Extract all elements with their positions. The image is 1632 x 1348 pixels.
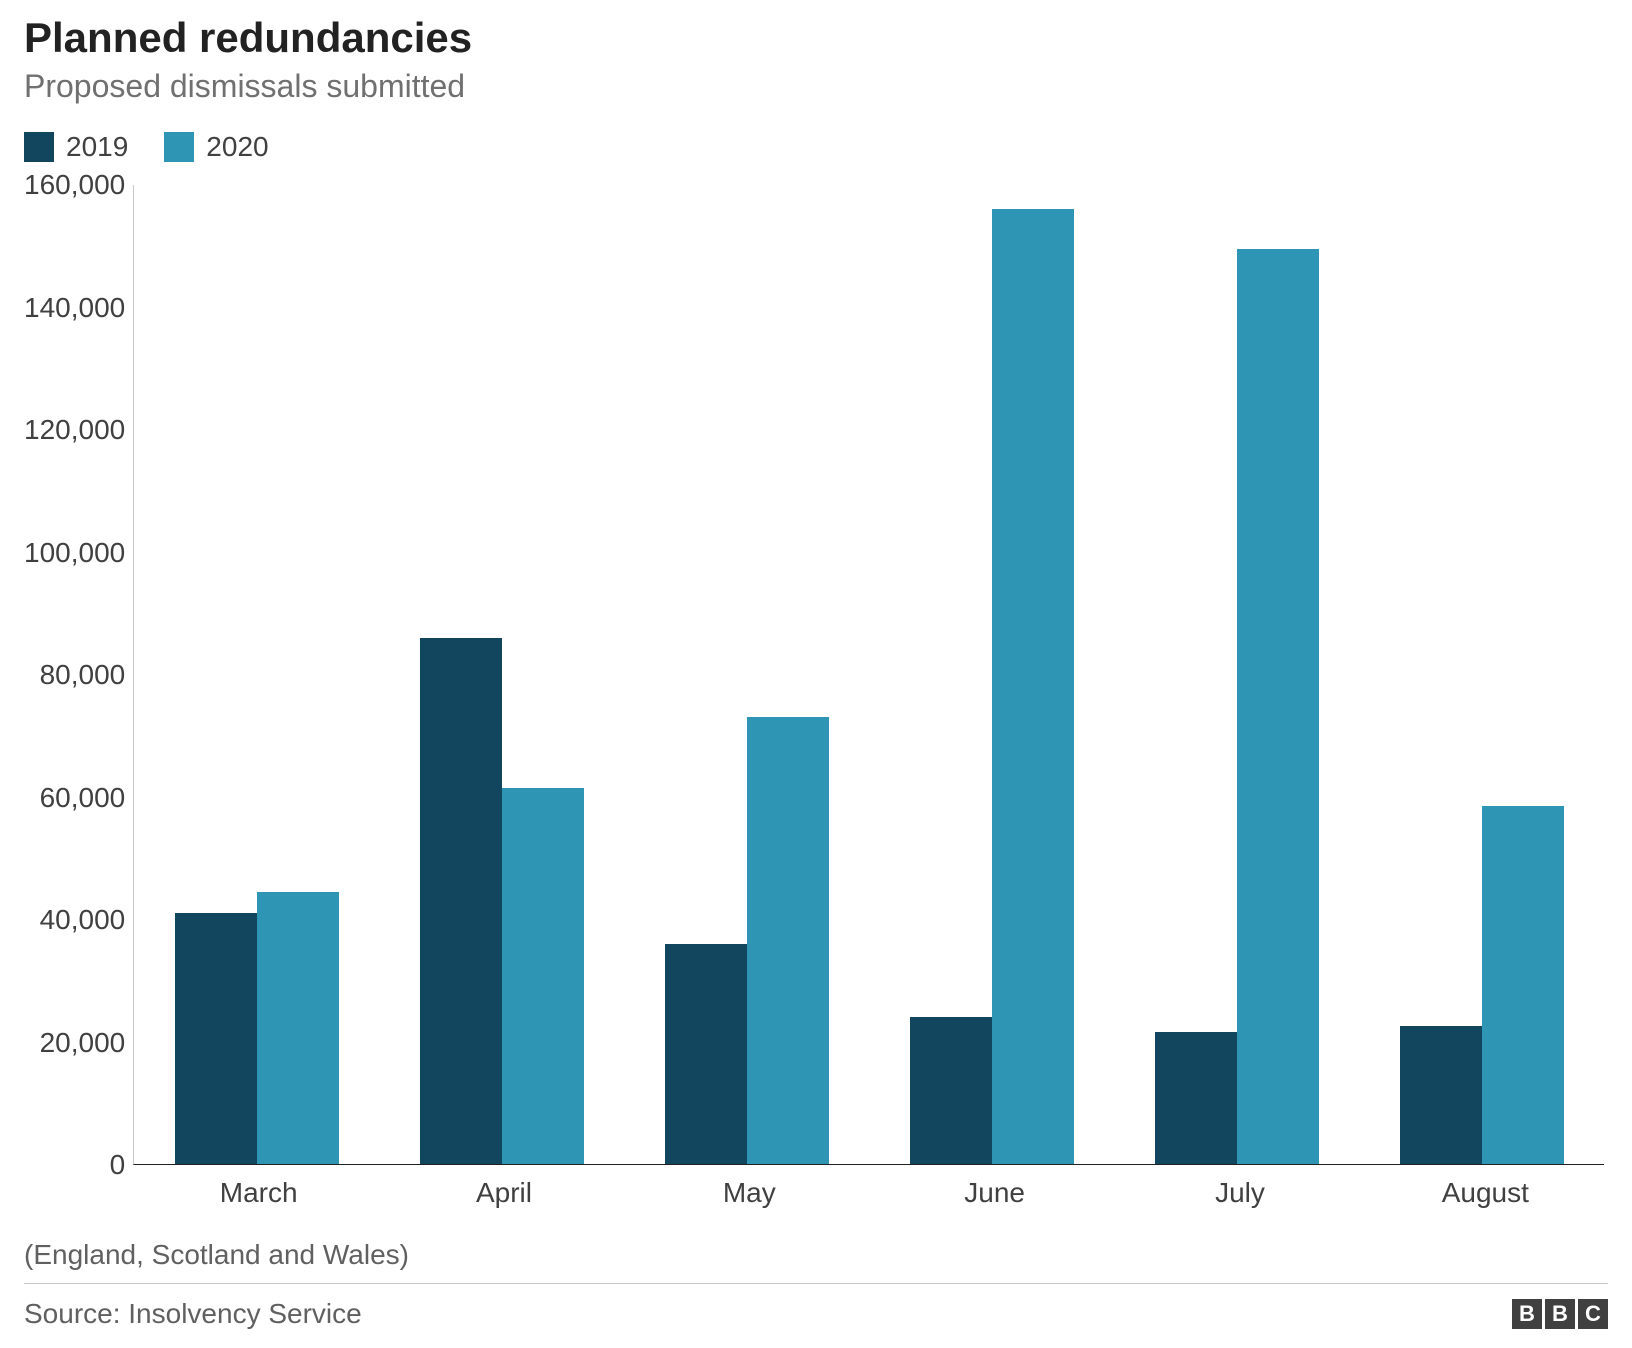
legend-label: 2020 [206,131,268,163]
bars-row [134,185,1604,1164]
bar [175,913,257,1164]
bar-group [134,185,379,1164]
x-tick-label: May [627,1177,872,1209]
bar [420,638,502,1164]
bar [1482,806,1564,1164]
x-tick-label: August [1363,1177,1608,1209]
chart-note: (England, Scotland and Wales) [24,1239,1608,1271]
bar [910,1017,992,1164]
bbc-logo-letter: C [1578,1299,1608,1329]
bar [1237,249,1319,1164]
x-tick-label: June [872,1177,1117,1209]
x-tick-label: March [136,1177,381,1209]
x-axis: MarchAprilMayJuneJulyAugust [24,1165,1608,1209]
legend-label: 2019 [66,131,128,163]
bar [1155,1032,1237,1164]
chart-subtitle: Proposed dismissals submitted [24,68,1608,105]
bar-group [1359,185,1604,1164]
bbc-logo-letter: B [1512,1299,1542,1329]
legend-item: 2019 [24,131,128,163]
source-text: Source: Insolvency Service [24,1298,362,1330]
x-tick-label: July [1117,1177,1362,1209]
plot-area: 160,000140,000120,000100,00080,00060,000… [24,185,1608,1165]
footer: Source: Insolvency Service BBC [24,1283,1608,1330]
bar [747,717,829,1164]
legend-swatch [164,132,194,162]
bar-group [624,185,869,1164]
legend-swatch [24,132,54,162]
bar [257,892,339,1164]
bar-group [1114,185,1359,1164]
bar-group [379,185,624,1164]
bar-group [869,185,1114,1164]
chart-title: Planned redundancies [24,14,1608,62]
bar [1400,1026,1482,1164]
y-axis: 160,000140,000120,000100,00080,00060,000… [24,185,133,1165]
legend-item: 2020 [164,131,268,163]
bar [502,788,584,1164]
bbc-logo: BBC [1512,1299,1608,1329]
bbc-logo-letter: B [1545,1299,1575,1329]
bar [665,944,747,1164]
chart-plot [133,185,1604,1165]
legend: 2019 2020 [24,131,1608,163]
bar [992,209,1074,1164]
x-tick-label: April [381,1177,626,1209]
